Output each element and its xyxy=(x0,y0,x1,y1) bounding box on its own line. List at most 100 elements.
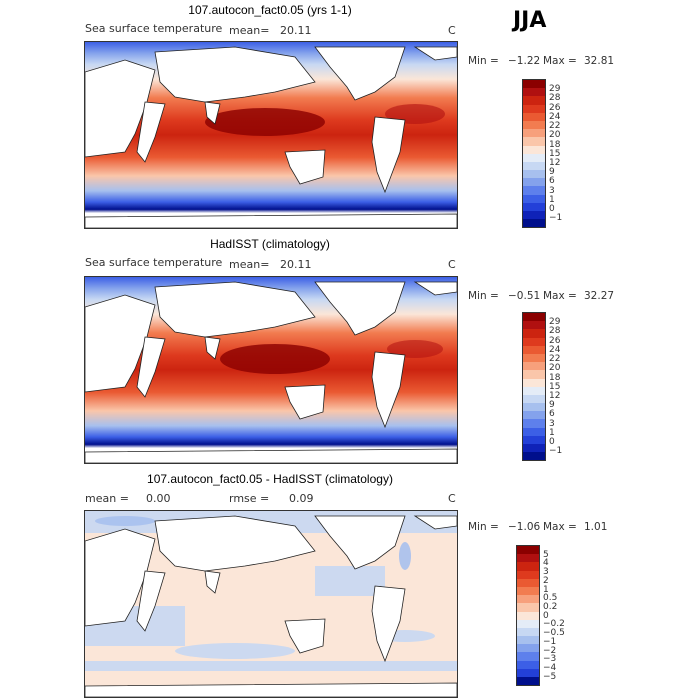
colorbar-segment xyxy=(523,129,545,138)
colorbar-segment xyxy=(523,96,545,105)
colorbar-segment xyxy=(523,194,545,203)
mean-value: 20.11 xyxy=(280,258,312,271)
colorbar-tick-label: −2 xyxy=(543,645,557,656)
colorbar-segment xyxy=(523,170,545,179)
colorbar-tick-label: 28 xyxy=(549,93,561,104)
colorbar-segment xyxy=(523,419,545,428)
colorbar-segment xyxy=(517,578,539,587)
colorbar-tick-label: 12 xyxy=(549,158,561,169)
colorbar-tick-label: 3 xyxy=(549,418,555,429)
colorbar-segment xyxy=(523,337,545,346)
colorbar-tick-label: 6 xyxy=(549,409,555,420)
panel-title-obs: HadISST (climatology) xyxy=(210,237,330,251)
colorbar-segment xyxy=(523,211,545,220)
colorbar-segment xyxy=(523,386,545,395)
colorbar-segment xyxy=(523,186,545,195)
colorbar-segment xyxy=(523,427,545,436)
colorbar-segment xyxy=(523,137,545,146)
colorbar-tick-label: 6 xyxy=(549,176,555,187)
mean-label: mean= xyxy=(229,24,270,37)
min-label: Min = xyxy=(468,55,499,67)
colorbar-tick-label: −0.5 xyxy=(543,628,565,639)
sst-map-obs xyxy=(85,277,457,463)
colorbar-tick-label: −1 xyxy=(549,213,563,224)
colorbar-tick-label: 26 xyxy=(549,102,561,113)
sst-diff-map xyxy=(85,511,457,697)
colorbar-segment xyxy=(523,88,545,97)
colorbar-segment xyxy=(523,362,545,371)
colorbar-tick-label: 26 xyxy=(549,335,561,346)
min-value: −1.06 xyxy=(508,521,541,533)
field-label: Sea surface temperature xyxy=(85,256,223,269)
mean-value: 20.11 xyxy=(280,24,312,37)
colorbar-tick-label: 28 xyxy=(549,326,561,337)
colorbar-tick-label: 29 xyxy=(549,317,561,328)
colorbar-tick-label: 22 xyxy=(549,121,561,132)
min-label: Min = xyxy=(468,290,499,302)
colorbar-model xyxy=(522,79,546,229)
colorbar-segment xyxy=(523,394,545,404)
colorbar-segment xyxy=(517,546,539,555)
colorbar-segment xyxy=(523,353,545,363)
colorbar-tick-label: 1 xyxy=(543,584,549,595)
colorbar-segment xyxy=(523,452,545,461)
colorbar-tick-label: 4 xyxy=(543,558,549,569)
colorbar-tick-label: −3 xyxy=(543,654,557,665)
colorbar-segment xyxy=(523,345,545,354)
sst-map-model xyxy=(85,42,457,228)
mean-label: mean = xyxy=(85,492,129,505)
colorbar-tick-label: 24 xyxy=(549,111,561,122)
max-value: 32.81 xyxy=(584,55,615,67)
colorbar-tick-label: −1 xyxy=(549,446,563,457)
season-label: JJA xyxy=(513,8,547,33)
panel-title-diff: 107.autocon_fact0.05 - HadISST (climatol… xyxy=(147,472,393,486)
colorbar-tick-label: −0.2 xyxy=(543,619,565,630)
colorbar-tick-label: 5 xyxy=(543,549,549,560)
max-value: 32.27 xyxy=(584,290,615,302)
colorbar-segment xyxy=(523,161,545,171)
colorbar-segment xyxy=(523,411,545,420)
colorbar-tick-label: −5 xyxy=(543,671,557,682)
colorbar-tick-label: 15 xyxy=(549,148,561,159)
colorbar-segment xyxy=(517,554,539,563)
colorbar-tick-label: 0 xyxy=(549,204,555,215)
max-label: Max = xyxy=(543,290,577,302)
colorbar-segment xyxy=(523,321,545,330)
colorbar-segment xyxy=(523,112,545,121)
colorbar-obs xyxy=(522,312,546,462)
colorbar-segment xyxy=(523,202,545,211)
colorbar-tick-label: 2 xyxy=(543,575,549,586)
colorbar-tick-label: 12 xyxy=(549,391,561,402)
colorbar-segment xyxy=(523,370,545,379)
colorbar-segment xyxy=(517,595,539,604)
map-panel-model xyxy=(84,41,458,229)
min-value: −1.22 xyxy=(508,55,541,67)
colorbar-tick-label: 9 xyxy=(549,167,555,178)
units-label: C xyxy=(448,24,456,37)
colorbar-tick-label: −1 xyxy=(543,636,557,647)
mean-label: mean= xyxy=(229,258,270,271)
colorbar-tick-label: 18 xyxy=(549,139,561,150)
colorbar-segment xyxy=(517,562,539,571)
colorbar-segment xyxy=(523,80,545,89)
colorbar-segment xyxy=(523,403,545,412)
colorbar-tick-label: 1 xyxy=(549,427,555,438)
max-label: Max = xyxy=(543,521,577,533)
units-label: C xyxy=(448,258,456,271)
colorbar-tick-label: 29 xyxy=(549,84,561,95)
rmse-value: 0.09 xyxy=(289,492,314,505)
map-panel-diff xyxy=(84,510,458,698)
colorbar-tick-label: 0 xyxy=(543,610,549,621)
colorbar-segment xyxy=(523,444,545,453)
colorbar-segment xyxy=(523,178,545,187)
colorbar-segment xyxy=(523,104,545,113)
colorbar-tick-label: 20 xyxy=(549,363,561,374)
max-value: 1.01 xyxy=(584,521,608,533)
colorbar-tick-label: 0.2 xyxy=(543,601,558,612)
rmse-label: rmse = xyxy=(229,492,270,505)
colorbar-segment xyxy=(517,619,539,628)
colorbar-tick-label: 20 xyxy=(549,130,561,141)
colorbar-segment xyxy=(523,313,545,322)
colorbar-segment xyxy=(523,153,545,162)
mean-value: 0.00 xyxy=(146,492,171,505)
